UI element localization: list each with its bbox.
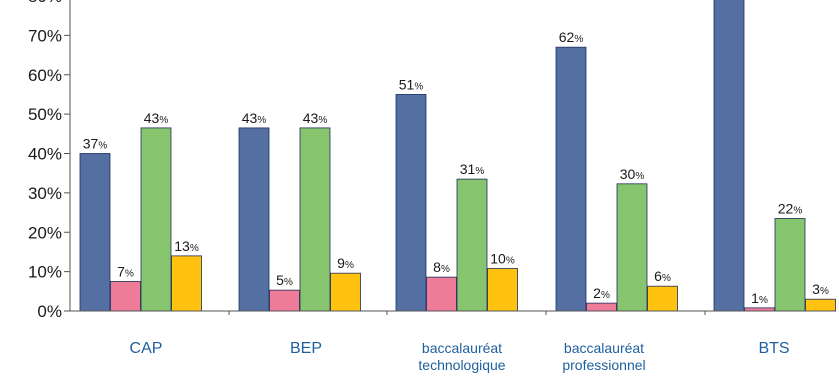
y-tick-label: 20% [28, 223, 62, 242]
data-label: 31% [460, 161, 485, 177]
data-label: 10% [490, 250, 515, 266]
y-tick-label: 70% [28, 26, 62, 45]
data-label: 6% [654, 268, 671, 284]
data-label: 13% [174, 238, 199, 254]
data-label: 2% [593, 285, 610, 301]
bar [238, 127, 270, 312]
y-tick-label: 10% [28, 263, 62, 282]
bar [647, 285, 678, 312]
y-axis: 0% 10% 20% 30% 40% 50% 60% 70% 80% [28, 0, 71, 321]
data-label: 5% [276, 272, 293, 288]
data-label: 30% [620, 166, 645, 182]
bar [487, 268, 518, 312]
data-label: 51% [399, 76, 424, 92]
bar [555, 46, 587, 312]
bar [586, 302, 617, 312]
bar [395, 94, 427, 312]
y-tick-label: 40% [28, 145, 62, 164]
bar [616, 183, 648, 312]
x-category-label: baccalauréat professionnel [562, 340, 645, 373]
bar [299, 127, 331, 312]
data-label: 37% [83, 136, 108, 152]
y-tick-label: 80% [28, 0, 62, 6]
bars [79, 0, 836, 312]
bar [140, 127, 172, 312]
data-label: 62% [559, 29, 584, 45]
data-label: 3% [812, 281, 829, 297]
y-tick-label: 50% [28, 105, 62, 124]
bar [713, 0, 745, 312]
bar [774, 218, 806, 312]
data-label: 43% [303, 110, 328, 126]
data-label: 9% [337, 255, 354, 271]
y-tick-label: 0% [37, 302, 62, 321]
bar [79, 153, 111, 312]
bar [456, 178, 488, 312]
y-tick-label: 30% [28, 184, 62, 203]
data-label: 22% [778, 200, 803, 216]
x-category-label: BEP [290, 340, 322, 357]
bar [805, 298, 836, 312]
bar [426, 276, 457, 312]
bar [269, 289, 300, 312]
x-category-label: baccalauréat technologique [418, 340, 505, 373]
data-label: 43% [242, 110, 267, 126]
data-labels: 37% 43% 51% 62% 7% 5% 8% 2% 1% 43% 43% 31% 30% 22% 13%… [83, 29, 829, 306]
bar [171, 255, 202, 312]
bar [330, 272, 361, 312]
x-category-label: CAP [130, 340, 163, 357]
bar [110, 281, 141, 312]
data-label: 1% [751, 290, 768, 306]
data-label: 43% [144, 110, 169, 126]
x-axis: CAP BEP baccalauréat technologique baccalaur… [70, 310, 832, 373]
data-label: 7% [117, 263, 134, 279]
data-label: 8% [433, 259, 450, 275]
y-tick-label: 60% [28, 66, 62, 85]
x-category-label: BTS [758, 340, 789, 357]
